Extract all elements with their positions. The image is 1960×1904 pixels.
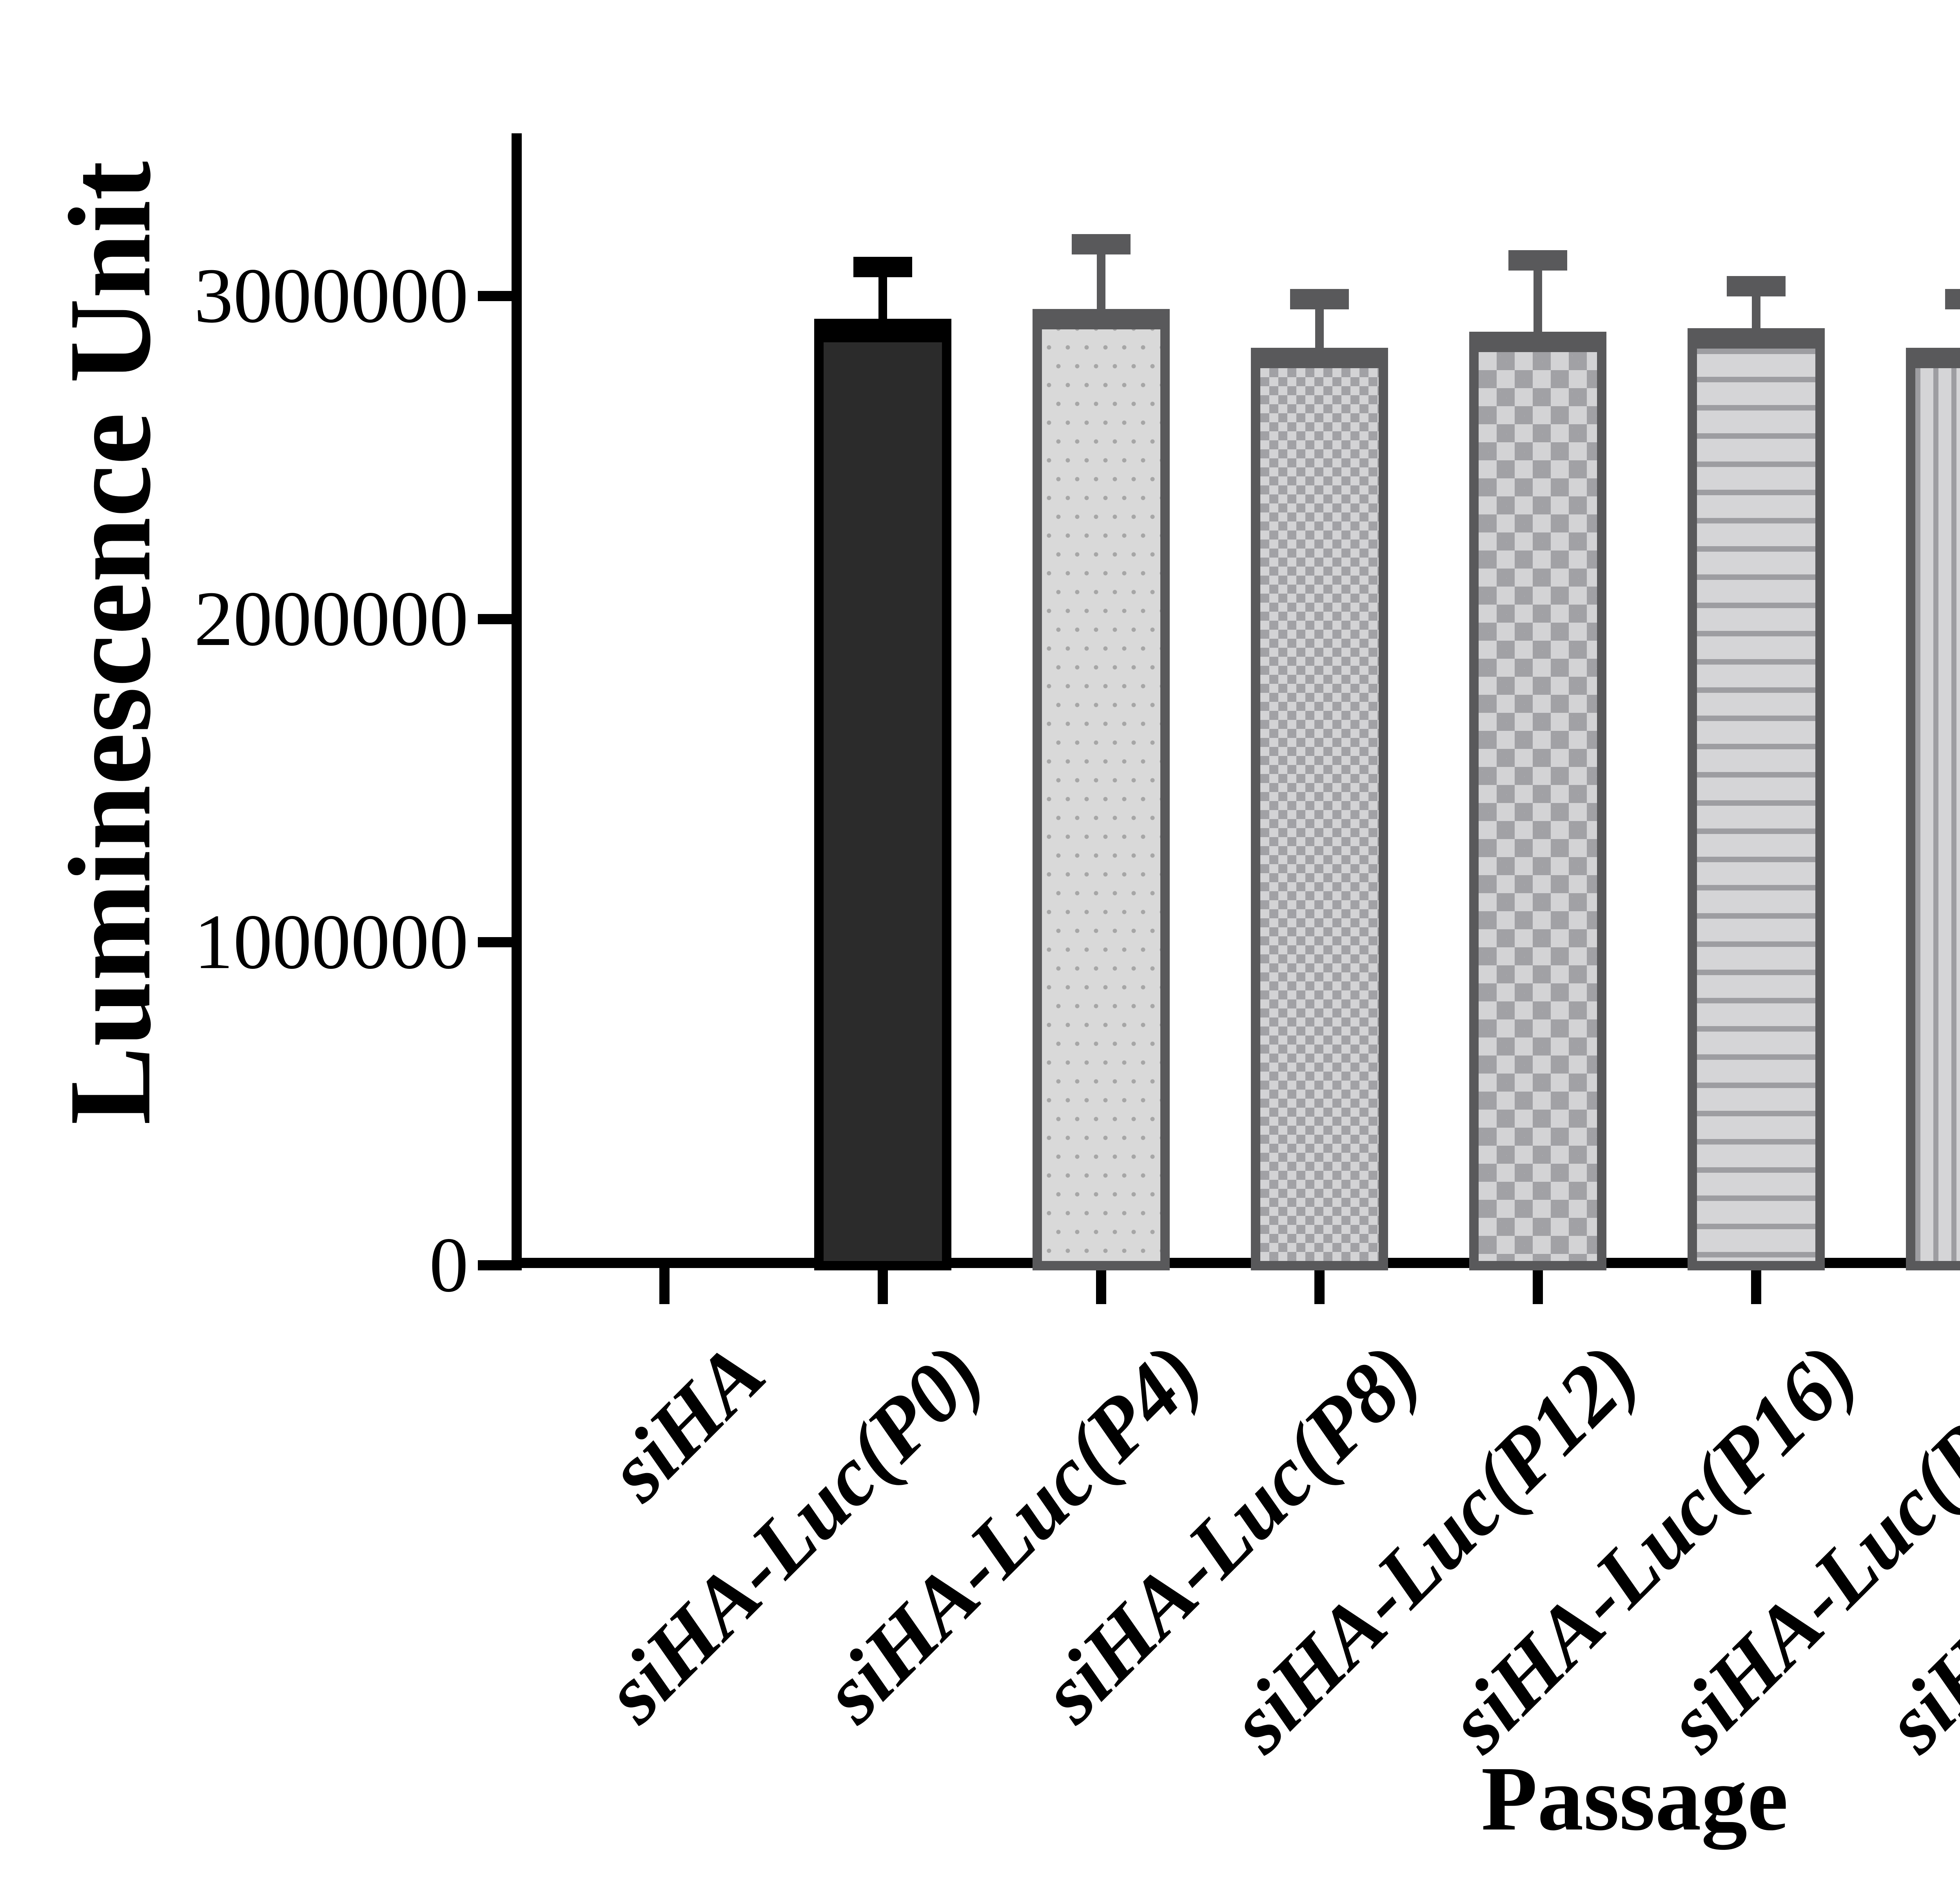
bar-siha-luc-p12 (1469, 331, 1606, 1270)
error-bar-cap-siha-luc-p0 (853, 256, 912, 277)
x-axis-title: Passage (1481, 1748, 1788, 1849)
x-tick-siha-luc-p12 (1533, 1268, 1543, 1304)
x-tick-siha-luc-p8 (1314, 1268, 1325, 1304)
bar-siha-luc-p4 (1033, 309, 1170, 1270)
x-tick-siha-luc-p16 (1751, 1268, 1761, 1304)
bar-siha-luc-p0 (814, 318, 951, 1270)
x-tick-siha (659, 1268, 670, 1304)
error-bar-cap-siha-luc-p12 (1508, 250, 1567, 271)
y-tick-label-0: 0 (429, 1222, 468, 1308)
error-bar-cap-siha-luc-p20 (1945, 289, 1960, 310)
y-axis-title: Luminescence Unit (45, 161, 175, 1125)
x-category-label-siha: siHA (590, 1326, 782, 1518)
y-tick-3000000 (478, 291, 512, 301)
error-bar-cap-siha-luc-p4 (1072, 234, 1131, 255)
y-tick-label-3000000: 3000000 (194, 253, 468, 339)
error-bar-cap-siha-luc-p16 (1727, 276, 1786, 297)
y-axis-line (512, 133, 522, 1270)
y-tick-label-1000000: 1000000 (194, 899, 468, 985)
bar-siha-luc-p20 (1906, 347, 1960, 1270)
x-tick-siha-luc-p4 (1096, 1268, 1106, 1304)
bar-siha-luc-p8 (1251, 347, 1388, 1270)
y-tick-0 (478, 1260, 512, 1270)
x-tick-siha-luc-p0 (878, 1268, 888, 1304)
y-tick-2000000 (478, 614, 512, 624)
error-bar-stem-siha-luc-p12 (1534, 260, 1542, 355)
bar-siha-luc-p16 (1688, 328, 1825, 1270)
y-tick-label-2000000: 2000000 (194, 576, 468, 662)
y-tick-1000000 (478, 937, 512, 947)
error-bar-cap-siha-luc-p8 (1290, 289, 1349, 310)
